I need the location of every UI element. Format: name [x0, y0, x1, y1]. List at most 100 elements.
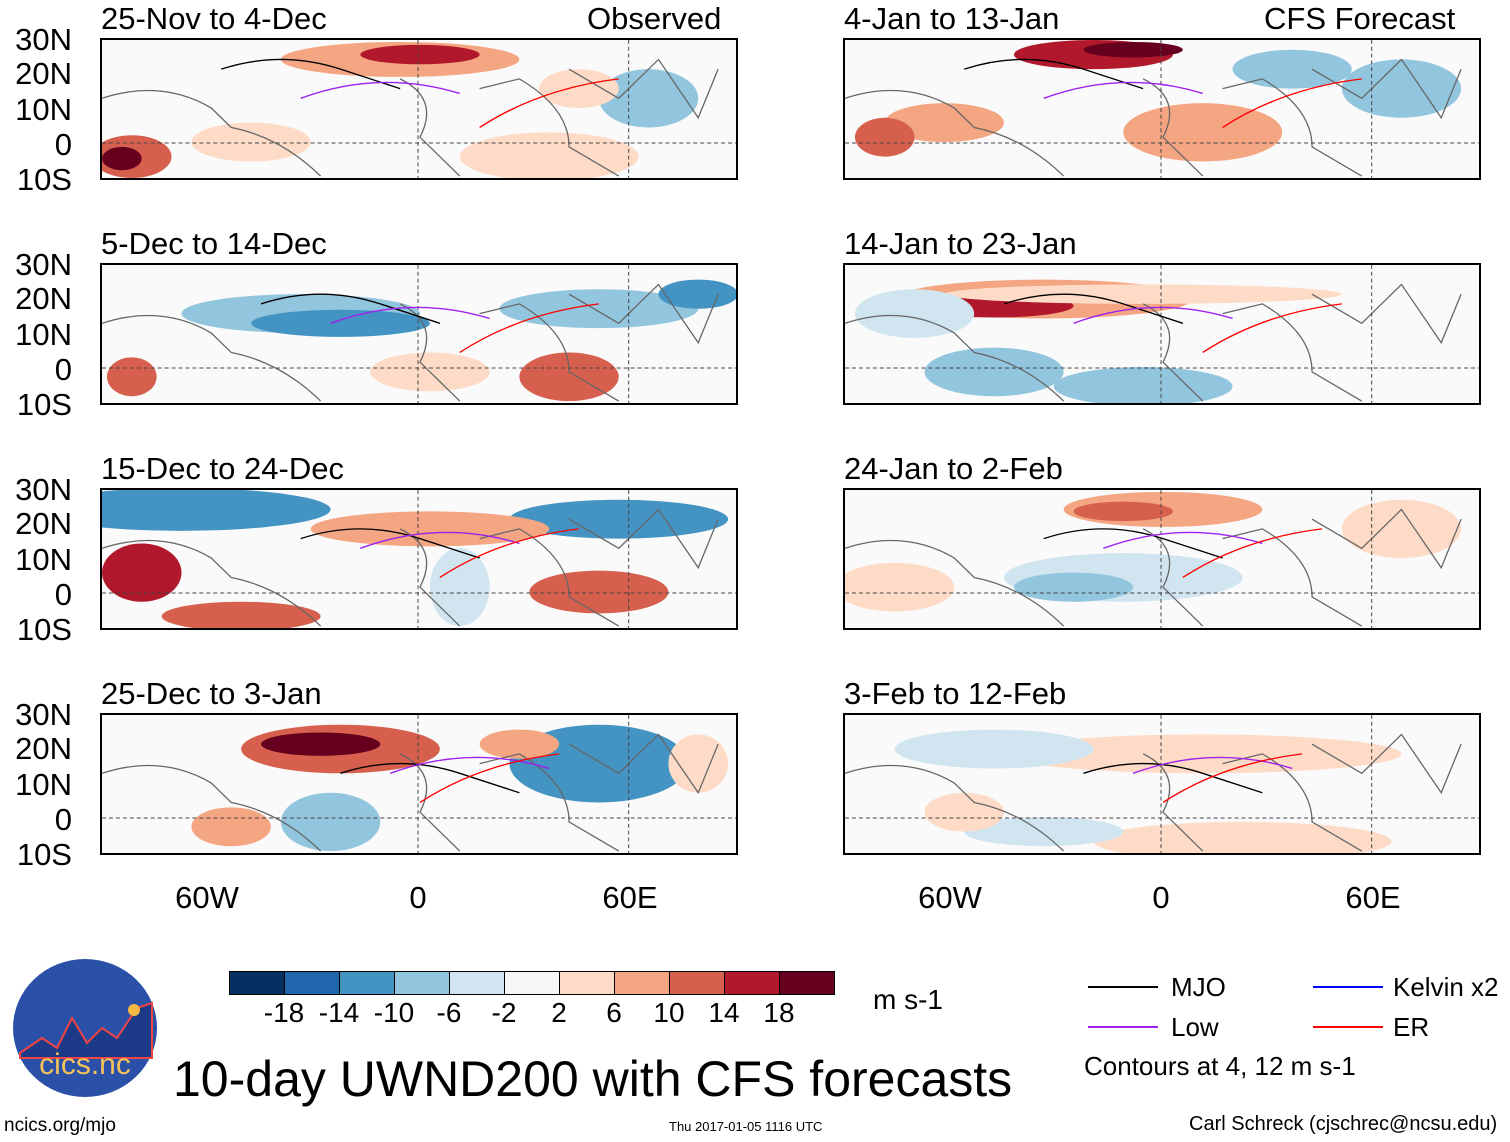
panel-title: 25-Dec to 3-Jan	[101, 676, 322, 711]
er-contour	[1222, 78, 1362, 129]
y-axis-label: 0	[54, 802, 72, 837]
x-axis-label: 0	[1152, 880, 1170, 915]
anomaly-shading	[1073, 501, 1173, 522]
legend-mjo: MJO	[1171, 972, 1226, 1002]
map-panel	[843, 713, 1481, 855]
y-axis-label: 10S	[16, 162, 72, 197]
anomaly-shading	[854, 289, 975, 338]
anomaly-shading	[884, 103, 1004, 143]
coastline	[845, 283, 1462, 402]
er-contour	[1162, 753, 1303, 804]
colorbar	[229, 971, 835, 995]
timestamp: Thu 2017-01-05 1116 UTC	[669, 1119, 823, 1134]
mjo-contour	[1083, 762, 1263, 794]
anomaly-shading	[924, 792, 1004, 832]
mjo-contour	[260, 293, 441, 324]
panel-title: 14-Jan to 23-Jan	[844, 226, 1077, 261]
anomaly-shading	[1013, 572, 1134, 602]
colorbar-units: m s-1	[873, 984, 943, 1015]
mjo-legend-line	[1088, 986, 1158, 988]
y-axis-label: 20N	[15, 281, 72, 316]
x-axis-label: 60E	[1345, 880, 1401, 915]
mjo-contour	[964, 58, 1144, 90]
colorbar-swatch	[560, 972, 615, 994]
low-contour	[1103, 531, 1263, 549]
coastline	[845, 733, 1462, 852]
map-panel	[100, 263, 738, 405]
anomaly-shading	[102, 543, 182, 602]
anomaly-shading	[499, 289, 699, 329]
colorbar-swatch	[505, 972, 560, 994]
anomaly-shading	[106, 357, 157, 397]
panel-title: 3-Feb to 12-Feb	[844, 676, 1067, 711]
anomaly-shading	[191, 122, 311, 162]
anomaly-shading	[854, 117, 915, 157]
x-axis-label: 60E	[602, 880, 658, 915]
legend-low: Low	[1171, 1012, 1219, 1042]
anomaly-shading	[658, 279, 736, 309]
anomaly-shading	[1003, 734, 1402, 774]
er-contour	[459, 303, 599, 354]
anomaly-shading	[102, 146, 142, 171]
low-contour	[389, 756, 550, 774]
colorbar-swatch	[395, 972, 450, 994]
colorbar-swatch	[615, 972, 670, 994]
anomaly-shading	[310, 511, 550, 547]
y-axis-label: 20N	[15, 56, 72, 91]
mjo-contour	[340, 762, 520, 794]
anomaly-shading	[668, 734, 729, 793]
footer-url[interactable]: ncics.org/mjo	[4, 1115, 116, 1136]
er-contour	[1202, 303, 1342, 354]
anomaly-shading	[479, 729, 560, 759]
anomaly-shading	[845, 562, 955, 612]
y-axis-label: 10S	[16, 837, 72, 872]
mjo-contour	[1003, 293, 1184, 324]
colorbar-swatch	[450, 972, 505, 994]
coastline	[102, 733, 719, 852]
anomaly-shading	[280, 792, 381, 852]
low-contour	[330, 306, 490, 324]
colorbar-tick-label: 2	[551, 997, 567, 1028]
y-axis-label: 10N	[15, 92, 72, 127]
x-axis-label: 60W	[918, 880, 982, 915]
map-panel	[843, 38, 1481, 180]
anomaly-shading	[161, 601, 321, 628]
credit: Carl Schreck (cjschrec@ncsu.edu)	[1189, 1113, 1498, 1135]
er-legend-line	[1313, 1026, 1383, 1028]
colorbar-swatch	[230, 972, 285, 994]
map-panel	[100, 713, 738, 855]
anomaly-shading	[1093, 821, 1392, 853]
x-axis-label: 0	[409, 880, 427, 915]
colorbar-tick-label: -14	[318, 997, 360, 1028]
er-contour	[439, 528, 580, 579]
panel-title: 24-Jan to 2-Feb	[844, 451, 1063, 486]
coastline	[102, 283, 719, 402]
panel-title: 5-Dec to 14-Dec	[101, 226, 327, 261]
contour-note: Contours at 4, 12 m s-1	[1084, 1051, 1356, 1081]
y-axis-label: 10S	[16, 387, 72, 422]
map-panel	[100, 488, 738, 630]
anomaly-shading	[429, 548, 490, 627]
low-legend-line	[1088, 1026, 1158, 1028]
y-axis-label: 20N	[15, 506, 72, 541]
map-panel	[843, 263, 1481, 405]
anomaly-shading	[1123, 103, 1283, 162]
low-contour	[1132, 756, 1293, 774]
figure-title: 10-day UWND200 with CFS forecasts	[173, 1051, 1013, 1107]
y-axis-label: 10N	[15, 317, 72, 352]
y-axis-label: 20N	[15, 731, 72, 766]
colorbar-tick-label: 14	[708, 997, 740, 1028]
colorbar-tick-label: -10	[373, 997, 415, 1028]
panel-title: 15-Dec to 24-Dec	[101, 451, 344, 486]
er-contour	[479, 78, 619, 129]
er-contour	[1182, 528, 1323, 579]
anomaly-shading	[964, 817, 1124, 847]
y-axis-label: 0	[54, 352, 72, 387]
colorbar-swatch	[285, 972, 340, 994]
anomaly-shading	[191, 807, 271, 847]
anomaly-shading	[1053, 367, 1233, 403]
anomaly-shading	[944, 284, 1342, 304]
colorbar-swatch	[670, 972, 725, 994]
anomaly-shading	[924, 347, 1064, 397]
